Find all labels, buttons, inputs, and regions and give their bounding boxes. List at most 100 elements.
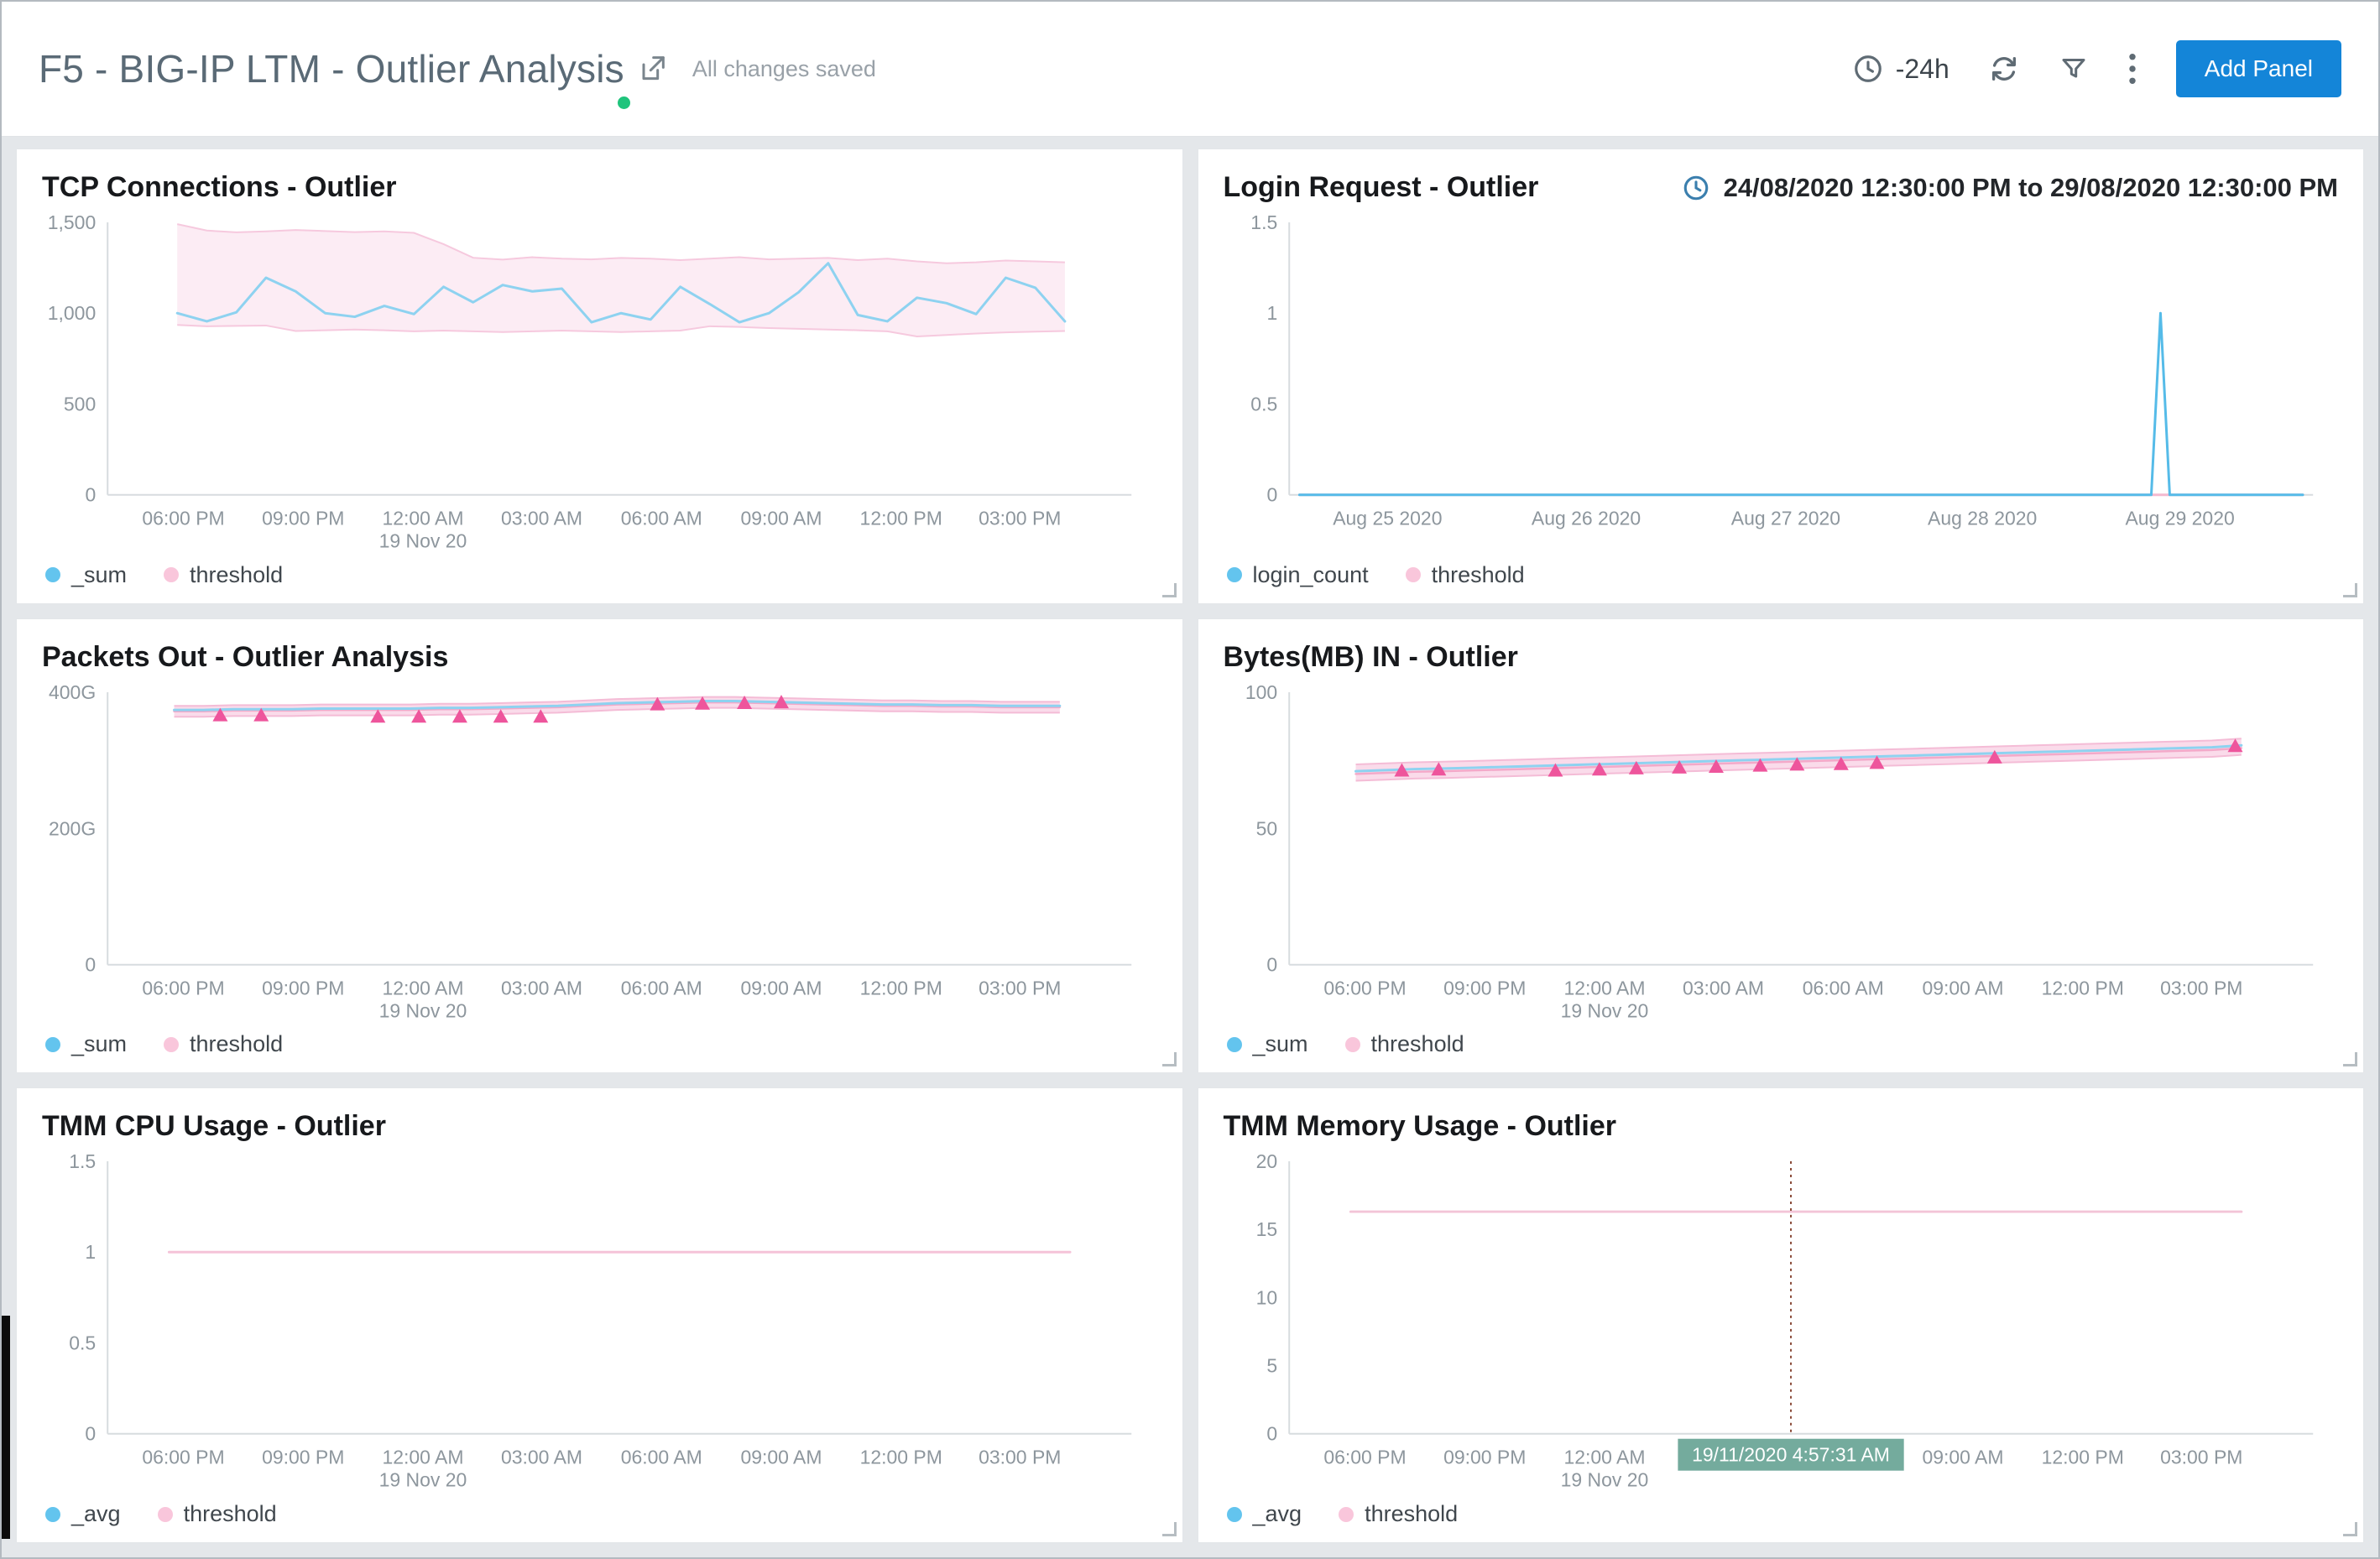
legend-dot	[1226, 1036, 1242, 1052]
resize-handle[interactable]	[1161, 1052, 1177, 1067]
svg-text:Aug 27 2020: Aug 27 2020	[1730, 508, 1840, 529]
legend-dot	[1405, 567, 1421, 583]
svg-text:06:00 AM: 06:00 AM	[621, 1447, 702, 1468]
svg-text:09:00 PM: 09:00 PM	[262, 508, 344, 529]
svg-text:03:00 AM: 03:00 AM	[1682, 977, 1763, 998]
legend: login_count threshold	[1224, 555, 2339, 593]
panel-tcp-connections: TCP Connections - Outlier 0 500 1,000 1,500…	[16, 149, 1183, 604]
panel-tmm-memory: TMM Memory Usage - Outlier 0 5 10 15 20 06:00…	[1197, 1087, 2364, 1543]
svg-text:09:00 AM: 09:00 AM	[1922, 977, 2003, 998]
svg-text:Aug 26 2020: Aug 26 2020	[1531, 508, 1640, 529]
legend-item-threshold[interactable]: threshold	[1344, 1031, 1464, 1057]
filter-icon[interactable]	[2059, 54, 2089, 84]
svg-text:06:00 PM: 06:00 PM	[142, 977, 224, 998]
svg-text:03:00 PM: 03:00 PM	[979, 1447, 1061, 1468]
legend-dot	[45, 567, 60, 583]
svg-text:06:00 PM: 06:00 PM	[1323, 977, 1406, 998]
resize-handle[interactable]	[1161, 582, 1177, 597]
legend-item-sum[interactable]: _sum	[1226, 1031, 1308, 1057]
svg-text:03:00 PM: 03:00 PM	[979, 508, 1061, 529]
svg-text:03:00 AM: 03:00 AM	[501, 977, 582, 998]
legend-item-threshold[interactable]: threshold	[157, 1501, 277, 1527]
share-icon[interactable]	[635, 52, 669, 86]
legend-label: threshold	[190, 1031, 284, 1057]
svg-text:19 Nov 20: 19 Nov 20	[1560, 999, 1648, 1021]
svg-text:03:00 PM: 03:00 PM	[979, 977, 1061, 998]
add-panel-button[interactable]: Add Panel	[2175, 40, 2341, 97]
clock-icon	[1852, 53, 1884, 85]
resize-handle[interactable]	[1161, 1522, 1177, 1536]
svg-text:12:00 AM: 12:00 AM	[382, 1447, 463, 1468]
legend-label: threshold	[190, 561, 284, 587]
svg-text:09:00 PM: 09:00 PM	[1443, 1447, 1526, 1468]
svg-text:12:00 PM: 12:00 PM	[860, 1447, 942, 1468]
legend-item-threshold[interactable]: threshold	[164, 562, 283, 588]
resize-handle[interactable]	[2343, 1052, 2357, 1067]
dashboard-grid: TCP Connections - Outlier 0 500 1,000 1,500…	[2, 136, 2378, 1557]
svg-text:Aug 28 2020: Aug 28 2020	[1928, 508, 2037, 529]
svg-text:20: 20	[1255, 1150, 1277, 1172]
legend-dot	[1339, 1506, 1354, 1522]
legend-item-threshold[interactable]: threshold	[1405, 562, 1525, 588]
svg-text:15: 15	[1255, 1218, 1277, 1240]
legend-label: _sum	[1252, 1031, 1308, 1057]
svg-text:19 Nov 20: 19 Nov 20	[379, 999, 467, 1021]
svg-text:09:00 PM: 09:00 PM	[262, 977, 344, 998]
tcp-connections-chart[interactable]: 0 500 1,000 1,500 06:00 PM 09:00 PM 12:00 AM19…	[42, 207, 1157, 555]
legend-item-sum[interactable]: _sum	[45, 1031, 127, 1057]
svg-text:12:00 AM: 12:00 AM	[382, 508, 463, 529]
svg-text:12:00 PM: 12:00 PM	[860, 508, 942, 529]
panel-login-request: Login Request - Outlier 24/08/2020 12:30…	[1197, 149, 2364, 604]
legend-dot	[164, 1036, 180, 1052]
svg-text:Aug 25 2020: Aug 25 2020	[1333, 508, 1442, 529]
legend: _sum threshold	[42, 555, 1157, 593]
panel-title: Packets Out - Outlier Analysis	[42, 640, 449, 673]
legend-item-avg[interactable]: _avg	[1226, 1501, 1302, 1527]
svg-text:03:00 AM: 03:00 AM	[501, 1447, 582, 1468]
svg-text:19 Nov 20: 19 Nov 20	[379, 530, 467, 552]
svg-text:1: 1	[85, 1242, 96, 1264]
legend-item-avg[interactable]: _avg	[45, 1501, 121, 1527]
svg-text:1: 1	[1266, 302, 1277, 324]
svg-text:12:00 AM: 12:00 AM	[1563, 977, 1645, 998]
svg-text:06:00 AM: 06:00 AM	[621, 977, 702, 998]
svg-text:1,000: 1,000	[48, 302, 96, 324]
login-request-chart[interactable]: 0 0.5 1 1.5 Aug 25 2020 Aug 26 2020 Aug 27 202…	[1224, 207, 2339, 555]
chart-area: 0 0.5 1 1.5 06:00 PM 09:00 PM 12:00 AM 19 Nov 2…	[42, 1146, 1157, 1494]
svg-text:400G: 400G	[49, 681, 96, 703]
svg-text:50: 50	[1255, 817, 1277, 839]
legend-label: login_count	[1252, 561, 1369, 587]
legend-item-threshold[interactable]: threshold	[164, 1031, 283, 1057]
legend-dot	[1344, 1036, 1360, 1052]
dashboard-header: F5 - BIG-IP LTM - Outlier Analysis All c…	[2, 2, 2378, 136]
legend-dot	[164, 567, 180, 583]
time-range-value: -24h	[1895, 53, 1949, 84]
time-range-control[interactable]: -24h	[1852, 53, 1949, 85]
svg-text:03:00 PM: 03:00 PM	[2160, 1447, 2242, 1468]
refresh-icon[interactable]	[1988, 53, 2020, 85]
legend-label: _avg	[71, 1501, 121, 1526]
resize-handle[interactable]	[2343, 582, 2357, 597]
panel-title: TCP Connections - Outlier	[42, 171, 397, 203]
svg-text:09:00 AM: 09:00 AM	[740, 977, 822, 998]
panel-title: Login Request - Outlier	[1223, 171, 1539, 203]
resize-handle[interactable]	[2343, 1522, 2357, 1536]
legend-label: _sum	[71, 1031, 128, 1057]
chart-area: 0 500 1,000 1,500 06:00 PM 09:00 PM 12:00 AM 19…	[42, 207, 1157, 555]
header-controls: -24h Add Panel	[1852, 40, 2341, 97]
svg-text:06:00 PM: 06:00 PM	[142, 508, 224, 529]
legend-item-threshold[interactable]: threshold	[1339, 1501, 1458, 1527]
legend-label: threshold	[1370, 1031, 1464, 1057]
legend-item-login_count[interactable]: login_count	[1226, 561, 1369, 588]
more-menu-icon[interactable]	[2127, 52, 2137, 86]
dashboard-title[interactable]: F5 - BIG-IP LTM - Outlier Analysis	[39, 47, 624, 91]
svg-text:0: 0	[85, 953, 96, 975]
panel-time-range-value: 24/08/2020 12:30:00 PM to 29/08/2020 12:…	[1723, 172, 2338, 202]
legend-item-sum[interactable]: _sum	[45, 562, 127, 588]
svg-text:500: 500	[64, 393, 96, 415]
